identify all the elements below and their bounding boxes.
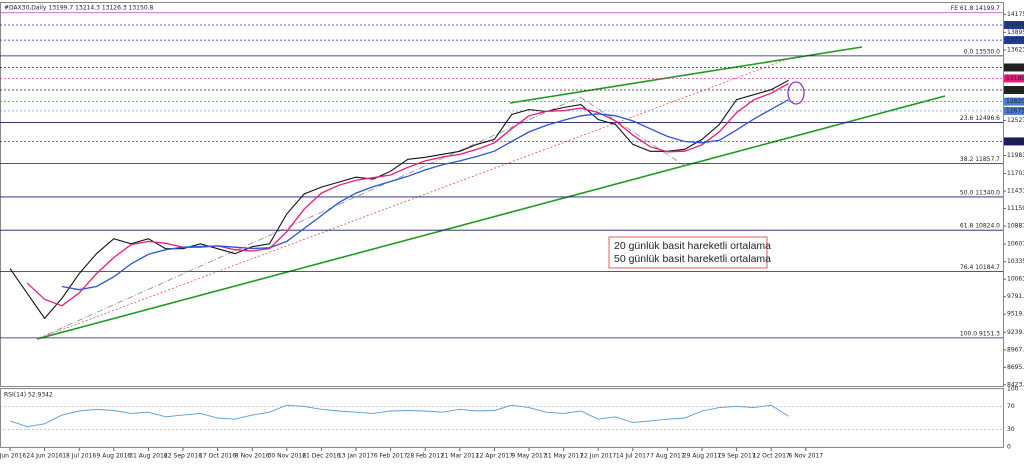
x-tick-label: 9 Aug 2016 — [96, 453, 131, 460]
x-tick-label: 29 Aug 2017 — [683, 453, 722, 460]
price-level-label: 13775.0 — [1006, 37, 1024, 44]
x-tick-label: 13 Jan 2017 — [338, 453, 374, 460]
fib-retrace-line — [579, 96, 686, 167]
red-projection — [36, 57, 791, 340]
price-level-box — [1004, 63, 1024, 72]
price-level-label: 12820.0 — [1006, 98, 1024, 105]
x-tick-label: 7 Aug 2017 — [650, 453, 685, 460]
x-tick-label: 6 Nov 2017 — [788, 453, 823, 460]
rsi-tick-label: 70 — [1007, 403, 1015, 410]
fib-level-label: 61.8 10824.0 — [960, 223, 1000, 230]
x-tick-label: 21 Mar 2017 — [441, 453, 479, 460]
legend-entry: 50 günlük basit hareketli ortalama — [614, 253, 771, 265]
rsi-tick-label: 30 — [1007, 426, 1015, 433]
x-tick-label: 14 Jul 2017 — [616, 453, 650, 460]
fib-level-label: 23.6 12496.6 — [960, 115, 1000, 122]
y-tick-label: 10887.0 — [1007, 223, 1024, 230]
lower-trendline — [36, 95, 946, 340]
price-level-label: 14009.7 — [1006, 21, 1024, 28]
x-tick-label: 12 Apr 2017 — [476, 453, 513, 460]
y-tick-label: 10335.0 — [1007, 258, 1024, 265]
y-tick-label: 9791.0 — [1007, 293, 1024, 300]
rsi-label: RSI(14) 52.9342 — [4, 392, 53, 399]
y-tick-label: 11159.0 — [1007, 205, 1024, 212]
rsi-line — [9, 404, 789, 428]
fib-level-label: 38.2 11857.7 — [960, 156, 1000, 163]
y-tick-label: 8695.0 — [1007, 364, 1024, 371]
y-tick-label: 9519.0 — [1007, 311, 1024, 318]
price-level-box — [1004, 106, 1024, 115]
y-tick-label: 10607.0 — [1007, 241, 1024, 248]
price-level-label: 13180.0 — [1006, 75, 1024, 82]
price-level-label: 12201.7 — [1006, 138, 1024, 145]
x-tick-label: 22 Jun 2017 — [580, 453, 616, 460]
price-level-box — [1004, 20, 1024, 29]
trendlines — [36, 46, 946, 340]
y-tick-label: 11983.0 — [1007, 152, 1024, 159]
x-tick-label: 2 Jun 2016 — [0, 453, 26, 460]
price-level-label: 13000.0 — [1006, 87, 1024, 94]
x-tick-label: 24 Jun 2016 — [27, 453, 63, 460]
x-tick-label: 31 May 2017 — [544, 453, 583, 460]
rsi-tick-label: 100 — [1007, 386, 1019, 393]
x-tick-label: 12 Oct 2017 — [753, 453, 790, 460]
legend-box — [608, 236, 768, 269]
y-tick-label: 10063.0 — [1007, 276, 1024, 283]
fib-level-label: FE 61.8 14199.7 — [951, 5, 1000, 12]
price-level-label: 13350.0 — [1006, 64, 1024, 71]
y-tick-label: 9239.0 — [1007, 329, 1024, 336]
fib-base-line — [36, 96, 581, 340]
x-tick-label: 18 Jul 2016 — [62, 453, 96, 460]
price-level-box — [1004, 137, 1024, 146]
y-tick-label: 14175.0 — [1007, 11, 1024, 18]
fib-level-label: 100.0 9151.3 — [960, 330, 1000, 337]
y-tick-label: 13623.0 — [1007, 46, 1024, 53]
y-tick-label: 12527.0 — [1007, 117, 1024, 124]
rsi-panel — [0, 388, 1004, 448]
x-tick-label: 6 Feb 2017 — [374, 453, 408, 460]
fib-level-label: 50.0 11340.0 — [960, 189, 1000, 196]
y-tick-label: 8967.0 — [1007, 346, 1024, 353]
x-tick-label: 21 Dec 2016 — [302, 453, 341, 460]
x-tick-label: 9 May 2017 — [511, 453, 546, 460]
x-tick-label: 30 Nov 2016 — [268, 453, 307, 460]
main-panel — [0, 2, 1004, 387]
highlight-circle — [787, 81, 805, 105]
y-tick-label: 11703.0 — [1007, 170, 1024, 177]
x-tick-label: 28 Feb 2017 — [407, 453, 445, 460]
x-tick-label: 31 Aug 2016 — [129, 453, 168, 460]
chart-title: #DAX30,Daily 13199.7 13214.3 13126.3 131… — [4, 5, 154, 12]
upper-trendline — [509, 46, 863, 104]
price-level-box — [1004, 86, 1024, 95]
price-line — [9, 79, 789, 320]
x-tick-label: 17 Oct 2016 — [199, 453, 236, 460]
legend-entry: 20 günlük basit hareketli ortalama — [614, 240, 771, 252]
fib-level-label: 0.0 13530.0 — [964, 48, 1000, 55]
price-level-box — [1004, 36, 1024, 45]
price-level-box — [1004, 74, 1024, 83]
rsi-tick-label: 0 — [1007, 444, 1011, 451]
x-tick-label: 8 Nov 2016 — [235, 453, 270, 460]
ma-line — [61, 99, 789, 291]
x-tick-label: 19 Sep 2017 — [718, 453, 756, 460]
price-level-label: 12675.0 — [1006, 107, 1024, 114]
y-tick-label: 8423.0 — [1007, 381, 1024, 388]
price-level-box — [1004, 97, 1024, 106]
ma-line — [26, 83, 789, 307]
x-tick-label: 22 Sep 2016 — [164, 453, 202, 460]
y-tick-label: 13895.0 — [1007, 29, 1024, 36]
fib-level-label: 76.4 10184.7 — [960, 264, 1000, 271]
